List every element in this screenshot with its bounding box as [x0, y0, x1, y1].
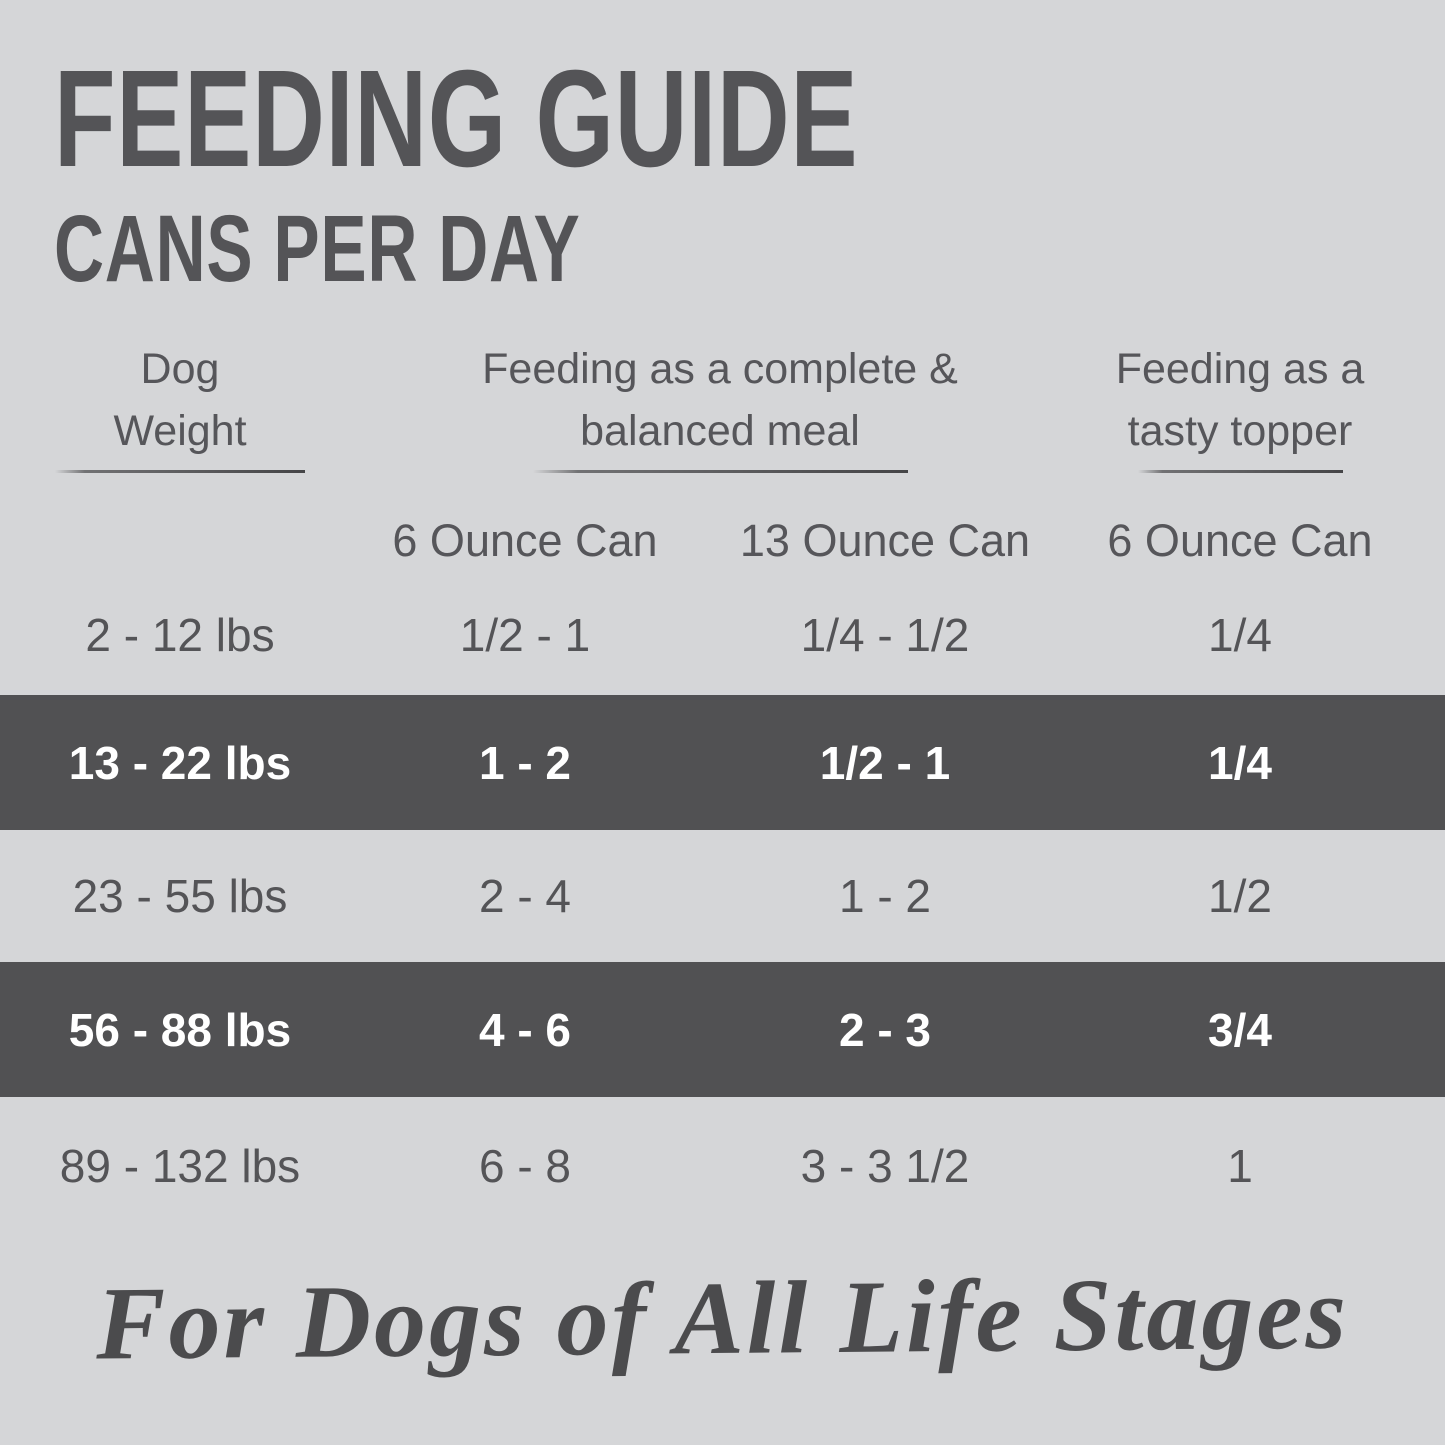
meal-13oz-cell: 1 - 2	[838, 870, 932, 922]
meal-6oz-cell: 1/2 - 1	[459, 609, 591, 661]
meal-13oz-cell: 1/4 - 1/2	[800, 609, 970, 661]
tasty-topper-label-line2: tasty topper	[1127, 407, 1353, 455]
weight-cell: 56 - 88 lbs	[68, 1003, 292, 1056]
weight-cell: 89 - 132 lbs	[59, 1140, 301, 1192]
table-row-23-55-lbs: 23 - 55 lbs 2 - 4 1 - 2 1/2	[0, 830, 1445, 962]
page-title: FEEDING GUIDE	[54, 42, 859, 196]
table-row-56-88-lbs: 56 - 88 lbs 4 - 6 2 - 3 3/4	[0, 962, 1445, 1097]
topper-6oz-cell: 1/4	[1208, 736, 1272, 789]
topper-6oz-cell: 1/2	[1208, 870, 1272, 922]
subheader-meal-13oz: 13 Ounce Can	[739, 514, 1031, 566]
topper-6oz-cell: 1/4	[1208, 609, 1272, 661]
complete-meal-label-line2: balanced meal	[580, 407, 860, 455]
complete-meal-underline	[532, 470, 908, 473]
column-header-tasty-topper: Feeding as a tasty topper	[1080, 338, 1400, 473]
meal-6oz-cell: 1 - 2	[478, 736, 572, 789]
table-header-row: Dog Weight Feeding as a complete & balan…	[0, 338, 1445, 506]
meal-13oz-cell: 1/2 - 1	[819, 736, 951, 789]
subheader-topper-6oz: 6 Ounce Can	[1107, 514, 1373, 566]
tasty-topper-underline	[1137, 470, 1343, 473]
weight-cell: 23 - 55 lbs	[72, 870, 288, 922]
meal-13oz-cell: 3 - 3 1/2	[800, 1140, 970, 1192]
meal-13oz-cell: 2 - 3	[838, 1003, 932, 1056]
column-header-complete-meal: Feeding as a complete & balanced meal	[360, 338, 1080, 473]
dog-weight-label-line1: Dog	[140, 345, 220, 393]
meal-6oz-cell: 4 - 6	[478, 1003, 572, 1056]
complete-meal-label-line1: Feeding as a complete &	[482, 345, 958, 393]
table-row-13-22-lbs: 13 - 22 lbs 1 - 2 1/2 - 1 1/4	[0, 695, 1445, 830]
column-header-dog-weight: Dog Weight	[0, 338, 360, 473]
dog-weight-label-line2: Weight	[113, 407, 247, 455]
topper-6oz-cell: 1	[1227, 1140, 1253, 1192]
feeding-guide-table: Dog Weight Feeding as a complete & balan…	[0, 338, 1445, 1235]
table-row-2-12-lbs: 2 - 12 lbs 1/2 - 1 1/4 - 1/2 1/4	[0, 575, 1445, 695]
footer-tagline: For Dogs of All Life Stages	[95, 1255, 1350, 1382]
weight-cell: 2 - 12 lbs	[85, 609, 275, 661]
table-row-89-132-lbs: 89 - 132 lbs 6 - 8 3 - 3 1/2 1	[0, 1097, 1445, 1235]
weight-cell: 13 - 22 lbs	[68, 736, 292, 789]
meal-6oz-cell: 2 - 4	[478, 870, 572, 922]
dog-weight-underline	[55, 470, 305, 473]
tasty-topper-label-line1: Feeding as a	[1115, 345, 1365, 393]
topper-6oz-cell: 3/4	[1208, 1003, 1272, 1056]
table-subheader-row: 6 Ounce Can 13 Ounce Can 6 Ounce Can	[0, 506, 1445, 575]
subheader-meal-6oz: 6 Ounce Can	[392, 514, 658, 566]
meal-6oz-cell: 6 - 8	[478, 1140, 572, 1192]
page-subtitle: CANS PER DAY	[54, 196, 581, 302]
